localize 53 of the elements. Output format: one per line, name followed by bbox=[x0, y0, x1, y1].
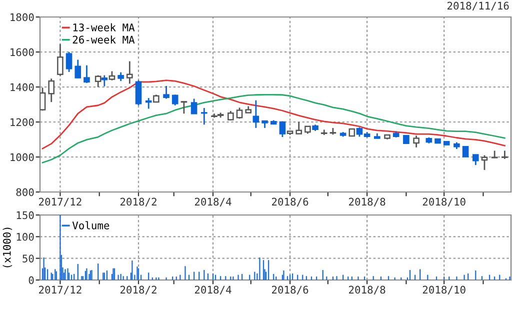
candlestick bbox=[126, 60, 133, 84]
candlestick bbox=[296, 121, 302, 135]
y-tick-label: 100 bbox=[16, 232, 34, 241]
y-tick-label: 1200 bbox=[10, 118, 34, 126]
legend-label: 26-week MA bbox=[72, 36, 135, 44]
y-tick-label: 150 bbox=[16, 211, 34, 220]
candlestick bbox=[101, 74, 108, 87]
candlestick bbox=[172, 94, 178, 106]
x-tick-label: 2018/8 bbox=[349, 198, 386, 206]
x-tick-label: 2018/8 bbox=[349, 286, 386, 294]
candlestick bbox=[145, 97, 152, 110]
y-tick-label: 800 bbox=[16, 188, 34, 196]
candlestick bbox=[57, 43, 64, 76]
y-tick-label: 1600 bbox=[10, 48, 34, 56]
text: 2018/11/16 bbox=[448, 2, 509, 10]
candlestick bbox=[462, 146, 469, 158]
line-series bbox=[42, 94, 506, 164]
legend-label: 13-week MA bbox=[73, 23, 135, 32]
line-series bbox=[42, 80, 506, 150]
x-tick-label: 2018/2 bbox=[120, 198, 156, 206]
candlestick bbox=[252, 100, 260, 129]
candlestick bbox=[413, 134, 420, 148]
candlestick bbox=[163, 85, 170, 100]
legend-label: Volume bbox=[72, 221, 110, 230]
candlestick bbox=[48, 78, 55, 103]
candlestick bbox=[180, 100, 188, 114]
x-tick-label: 2018/6 bbox=[272, 198, 308, 206]
y-axis-title: (x1000) bbox=[2, 228, 12, 268]
x-tick-label: 2018/2 bbox=[120, 286, 156, 294]
candlestick bbox=[108, 70, 116, 82]
x-tick-label: 2018/10 bbox=[422, 286, 466, 294]
x-tick-label: 2017/12 bbox=[39, 198, 82, 206]
y-tick-label: 1000 bbox=[10, 153, 34, 162]
candlestick bbox=[228, 110, 234, 121]
x-tick-label: 2018/10 bbox=[422, 198, 466, 206]
candlestick bbox=[66, 51, 72, 73]
candlestick bbox=[74, 59, 82, 79]
candlestick bbox=[190, 98, 198, 115]
candlestick bbox=[84, 64, 90, 84]
candlestick bbox=[279, 120, 286, 138]
x-tick-label: 2018/4 bbox=[194, 286, 232, 294]
candlestick bbox=[502, 150, 508, 160]
candlestick bbox=[481, 154, 488, 171]
y-tick-label: 50 bbox=[22, 254, 34, 262]
y-tick-label: 0 bbox=[28, 276, 34, 284]
y-tick-label: 1400 bbox=[10, 83, 34, 92]
candlestick bbox=[135, 80, 142, 106]
candlestick bbox=[472, 154, 479, 166]
x-tick-label: 2018/6 bbox=[272, 286, 308, 294]
candlestick bbox=[201, 107, 208, 126]
y-tick-label: 1800 bbox=[10, 13, 34, 22]
x-tick-label: 2017/12 bbox=[39, 286, 82, 294]
x-tick-label: 2018/4 bbox=[194, 198, 232, 206]
